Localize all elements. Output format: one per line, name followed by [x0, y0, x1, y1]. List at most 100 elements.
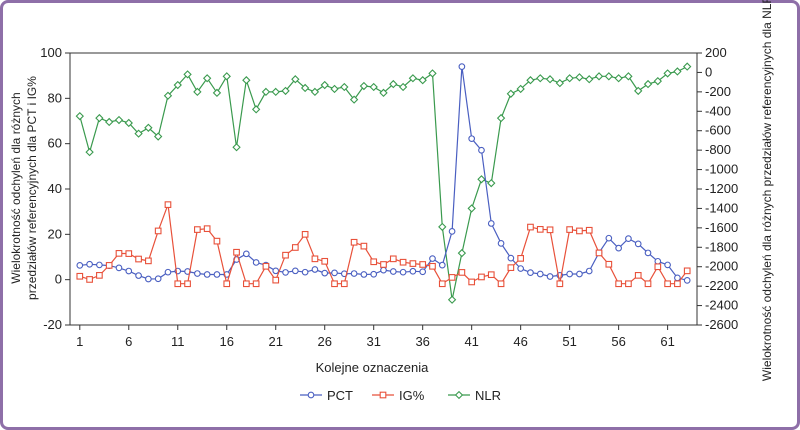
data-point-pct [517, 265, 525, 272]
data-point-nlr [95, 113, 104, 123]
data-point-pct [399, 268, 407, 276]
data-point-pct [546, 273, 554, 280]
left-axis-ticks: -20 0 20 40 60 80 100 [40, 45, 70, 332]
data-point-ig [448, 274, 456, 281]
data-point-ig [517, 255, 525, 262]
data-point-nlr [85, 147, 94, 157]
data-point-nlr [153, 132, 163, 141]
data-point-ig [497, 280, 505, 288]
data-point-ig [154, 227, 162, 235]
legend: PCT IG% NLR [300, 388, 501, 403]
data-point-ig [399, 258, 407, 266]
data-point-nlr [643, 79, 653, 89]
series-layer [75, 62, 692, 304]
data-point-pct [585, 267, 593, 275]
data-point-ig [585, 226, 593, 234]
data-point-nlr [536, 74, 545, 83]
right-tick-label: -2600 [705, 317, 738, 332]
data-point-nlr [349, 95, 359, 104]
legend-marker-nlr [454, 390, 464, 400]
x-tick-label: 36 [415, 334, 429, 349]
data-point-ig [105, 262, 113, 269]
data-point-nlr [683, 62, 692, 71]
data-point-nlr [585, 75, 594, 84]
data-point-nlr [300, 83, 310, 93]
data-point-pct [115, 264, 123, 272]
data-point-nlr [506, 89, 516, 98]
data-point-pct [282, 269, 289, 276]
data-point-nlr [624, 72, 633, 81]
data-point-nlr [114, 115, 124, 125]
data-point-nlr [163, 91, 173, 100]
data-point-pct [242, 250, 250, 258]
data-point-pct [615, 244, 622, 252]
right-tick-label: -600 [705, 123, 731, 138]
data-point-pct [487, 220, 495, 227]
right-tick-label: -200 [705, 84, 731, 99]
data-point-nlr [496, 113, 506, 123]
legend-label-pct: PCT [327, 388, 353, 403]
x-axis-ticks: 1 6 11 16 21 26 31 36 41 46 51 56 61 [76, 325, 675, 349]
data-point-pct [252, 259, 260, 266]
data-point-nlr [663, 69, 672, 78]
data-point-ig [311, 255, 319, 263]
x-tick-label: 16 [220, 334, 234, 349]
legend-marker-ig [379, 391, 387, 399]
data-point-ig [595, 249, 603, 257]
data-point-pct [576, 270, 583, 278]
data-point-pct [135, 272, 142, 279]
data-point-nlr [516, 84, 525, 94]
data-point-ig [96, 272, 103, 279]
data-point-nlr [359, 81, 369, 91]
data-point-nlr [428, 69, 437, 78]
data-point-nlr [124, 118, 133, 128]
data-point-ig [409, 260, 417, 267]
data-point-ig [194, 226, 201, 233]
right-tick-label: -400 [705, 103, 731, 118]
data-point-ig [321, 257, 329, 265]
data-point-ig [634, 272, 642, 279]
data-point-ig [644, 280, 652, 288]
data-point-nlr [251, 105, 261, 114]
data-point-ig [242, 280, 250, 288]
left-tick-label: -20 [43, 317, 62, 332]
x-tick-label: 41 [464, 334, 478, 349]
data-point-ig [252, 280, 260, 288]
left-tick-label: 0 [55, 272, 62, 287]
data-point-pct [409, 267, 417, 275]
data-point-pct [86, 260, 93, 268]
data-point-nlr [261, 87, 271, 97]
data-point-ig [507, 264, 515, 272]
data-point-ig [576, 227, 583, 235]
data-point-nlr [222, 72, 231, 81]
data-point-nlr [418, 76, 427, 85]
data-point-pct [497, 240, 505, 247]
data-point-nlr [271, 87, 280, 97]
left-tick-label: 80 [48, 90, 62, 105]
data-point-nlr [575, 73, 584, 82]
right-tick-label: -2000 [705, 259, 738, 274]
data-point-ig [566, 226, 573, 233]
right-tick-label: -1000 [705, 162, 738, 177]
data-point-ig [340, 280, 348, 288]
right-tick-label: 200 [705, 45, 727, 60]
y-axis-right-label: Wielokrotność odchyleń dla różnych przed… [760, 0, 774, 381]
data-point-pct [674, 274, 681, 282]
data-point-nlr [330, 84, 339, 94]
data-point-ig [654, 263, 662, 271]
data-point-pct [468, 135, 476, 143]
data-point-ig [233, 248, 240, 256]
right-tick-label: -1400 [705, 200, 738, 215]
data-point-ig [331, 280, 338, 288]
data-point-ig [184, 280, 191, 288]
data-point-ig [605, 260, 613, 268]
data-point-nlr [183, 70, 192, 79]
data-point-pct [213, 271, 221, 278]
data-point-pct [360, 271, 368, 278]
data-point-pct [125, 267, 133, 275]
data-point-ig [468, 278, 476, 286]
data-point-ig [301, 230, 309, 238]
x-axis-label: Kolejne oznaczenia [316, 360, 430, 375]
data-point-ig [380, 261, 387, 268]
